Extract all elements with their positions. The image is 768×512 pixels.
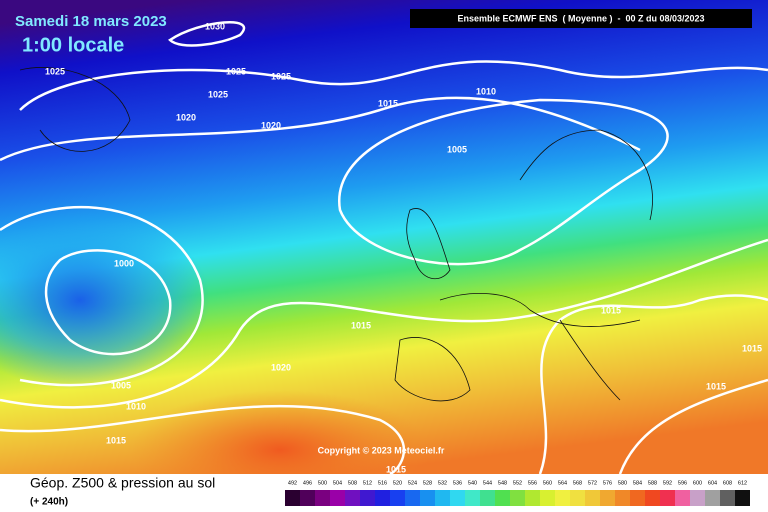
scale-label: 564	[558, 480, 567, 486]
scale-cell	[405, 490, 420, 506]
scale-cell	[315, 490, 330, 506]
date: Samedi 18 mars 2023	[15, 13, 167, 30]
scale-cell	[720, 490, 735, 506]
isobar-label: 1015	[386, 464, 406, 474]
isobar-label: 1005	[447, 144, 467, 154]
scale-label: 604	[708, 480, 717, 486]
isobar-labels: 1030 1025 1025 1025 1025 1020 1020 1015 1010 1005…	[45, 21, 762, 474]
scale-cell	[375, 490, 390, 506]
scale-cell	[285, 490, 300, 506]
scale-cell	[525, 490, 540, 506]
scale-label: 500	[318, 480, 327, 486]
scale-label: 492	[288, 480, 297, 486]
scale-label: 596	[678, 480, 687, 486]
isobar-label: 1015	[378, 98, 398, 108]
scale-cell	[390, 490, 405, 506]
isobar-label: 1020	[176, 112, 196, 122]
scale-label: 524	[408, 480, 417, 486]
footer-title: Géop. Z500 & pression au sol	[30, 475, 215, 491]
scale-label: 548	[498, 480, 507, 486]
scale-label: 600	[693, 480, 702, 486]
coastlines	[19, 67, 653, 402]
low-area	[0, 210, 210, 390]
isobar-label: 1010	[476, 86, 496, 96]
scale-label: 516	[378, 480, 387, 486]
scale-cell	[435, 490, 450, 506]
isobar-label: 1020	[261, 120, 281, 130]
scale-label: 580	[618, 480, 627, 486]
scale-cell	[615, 490, 630, 506]
scale-cell	[345, 490, 360, 506]
scale-label: 584	[633, 480, 642, 486]
scale-label: 508	[348, 480, 357, 486]
scale-label: 560	[543, 480, 552, 486]
scale-label: 536	[453, 480, 462, 486]
scale-label: 568	[573, 480, 582, 486]
scale-cell	[600, 490, 615, 506]
isobar-label: 1015	[106, 435, 126, 445]
color-scale: 492 496 500 504 508 512 516 520 524 528 532 536 540 5…	[285, 480, 750, 506]
scale-cell	[675, 490, 690, 506]
scale-cell	[660, 490, 675, 506]
scale-label: 520	[393, 480, 402, 486]
isobars	[0, 21, 768, 476]
source: Ensemble ECMWF ENS ( Moyenne ) - 00 Z du…	[457, 13, 704, 23]
footer-subtitle: (+ 240h)	[30, 497, 68, 508]
scale-label: 504	[333, 480, 342, 486]
scale-cell	[480, 490, 495, 506]
scale-label: 532	[438, 480, 447, 486]
scale-cell	[420, 490, 435, 506]
scale-label: 588	[648, 480, 657, 486]
scale-cell	[300, 490, 315, 506]
scale-cell	[540, 490, 555, 506]
scale-label: 544	[483, 480, 492, 486]
scale-cell	[555, 490, 570, 506]
scale-cell	[330, 490, 345, 506]
scale-label: 556	[528, 480, 537, 486]
copyright: Copyright © 2023 Meteociel.fr	[318, 445, 445, 455]
isobar-label: 1025	[45, 66, 65, 76]
scale-label: 592	[663, 480, 672, 486]
scale-cell	[645, 490, 660, 506]
isobar-label: 1000	[114, 258, 134, 268]
scale-label: 512	[363, 480, 372, 486]
scale-label: 540	[468, 480, 477, 486]
scale-label: 496	[303, 480, 312, 486]
scale-label: 612	[738, 480, 747, 486]
isobar-label: 1015	[742, 343, 762, 353]
scale-cell	[495, 490, 510, 506]
isobar-label: 1025	[208, 89, 228, 99]
isobar-label: 1030	[205, 21, 225, 31]
isobar-label: 1025	[271, 71, 291, 81]
isobar-label: 1020	[271, 362, 291, 372]
scale-cell	[735, 490, 750, 506]
isobar-label: 1015	[706, 381, 726, 391]
scale-cell	[690, 490, 705, 506]
source-box	[410, 9, 752, 28]
isobar-label: 1010	[126, 401, 146, 411]
scale-cell	[570, 490, 585, 506]
scale-cell	[465, 490, 480, 506]
scale-cell	[585, 490, 600, 506]
isobar-label: 1025	[226, 66, 246, 76]
scale-cell	[630, 490, 645, 506]
scale-label: 608	[723, 480, 732, 486]
scale-label: 572	[588, 480, 597, 486]
scale-label: 552	[513, 480, 522, 486]
scale-cell	[450, 490, 465, 506]
scale-cell	[360, 490, 375, 506]
local-time: 1:00 locale	[22, 34, 124, 56]
scale-cell	[510, 490, 525, 506]
isobar-label: 1015	[601, 305, 621, 315]
scale-label: 528	[423, 480, 432, 486]
isobar-label: 1005	[111, 380, 131, 390]
isobar-label: 1015	[351, 320, 371, 330]
scale-cell	[705, 490, 720, 506]
scale-label: 576	[603, 480, 612, 486]
